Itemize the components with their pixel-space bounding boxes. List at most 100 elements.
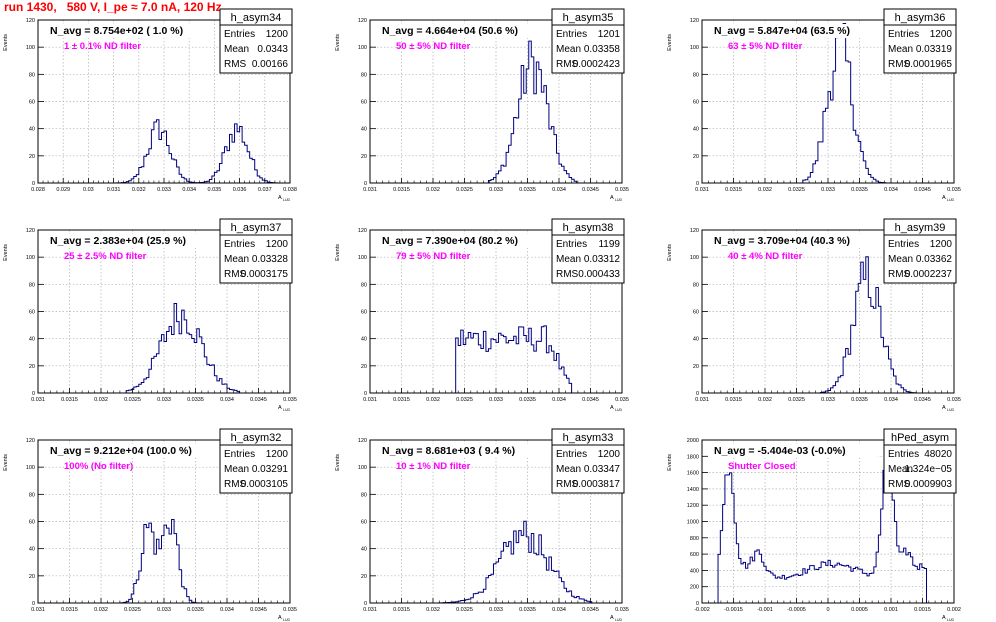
stat-label: Entries (224, 29, 255, 40)
y-tick-label: 0 (696, 601, 699, 607)
x-tick-label: 0.0345 (914, 187, 931, 193)
x-tick-label: 0.031 (31, 607, 45, 613)
stat-value: 0.03328 (252, 254, 289, 265)
x-tick-label: 0.0335 (851, 397, 868, 403)
y-tick-label: 60 (361, 520, 367, 526)
panel-hPed_asym: -0.002 -0.0015 -0.001 -0.0005 0 0.0005 0.001 0.… (667, 428, 961, 622)
x-tick-label: 0.034 (552, 187, 566, 193)
histogram-name: hPed_asym (891, 432, 949, 444)
y-tick-label: 400 (690, 568, 699, 574)
y-axis-title: Events (667, 34, 673, 51)
y-tick-label: 60 (29, 310, 35, 316)
stat-value: 1200 (266, 239, 289, 250)
navg-bg (44, 234, 214, 248)
y-tick-label: 40 (361, 127, 367, 133)
x-tick-label: 0.035 (615, 187, 629, 193)
y-tick-label: 200 (690, 585, 699, 591)
x-tick-label: 0.034 (552, 397, 566, 403)
y-axis-title: Events (3, 34, 9, 51)
x-tick-label: 0.034 (884, 397, 898, 403)
y-tick-label: 100 (690, 45, 699, 51)
y-tick-label: 20 (29, 364, 35, 370)
x-tick-label: 0.032 (94, 397, 108, 403)
histogram-name: h_asym35 (563, 12, 614, 24)
x-tick-label: -0.001 (757, 607, 773, 613)
x-tick-label: 0.035 (208, 187, 222, 193)
x-tick-label: 0.0005 (851, 607, 868, 613)
y-axis-title: Events (3, 244, 9, 261)
x-tick-label: 0.0315 (61, 607, 78, 613)
x-tick-label: 0.03 (83, 187, 94, 193)
y-tick-label: 80 (361, 492, 367, 498)
x-tick-label: 0.034 (182, 187, 196, 193)
x-tick-label: 0.0015 (914, 607, 931, 613)
stat-label: Mean (888, 44, 913, 55)
stat-label: Entries (556, 29, 587, 40)
filter-annotation: 100% (No filter) (64, 461, 133, 472)
x-tick-label: 0.0335 (519, 607, 536, 613)
y-tick-label: 0 (696, 391, 699, 397)
x-tick-label: 0 (826, 607, 829, 613)
x-axis-subscript: LUD (947, 408, 954, 412)
y-tick-label: 60 (361, 310, 367, 316)
stat-label: Entries (224, 239, 255, 250)
x-tick-label: 0.033 (489, 607, 503, 613)
navg-bg (708, 234, 878, 248)
x-axis-subscript: LUD (283, 408, 290, 412)
stat-value: 0.03347 (584, 464, 621, 475)
navg-text: N_avg = -5.404e-03 (-0.0%) (714, 445, 846, 457)
filter-annotation: 40 ± 4% ND filter (728, 251, 803, 262)
x-tick-label: 0.0325 (788, 187, 805, 193)
navg-text: N_avg = 7.390e+04 (80.2 %) (382, 235, 518, 247)
y-tick-label: 80 (361, 282, 367, 288)
x-axis-subscript: LUD (615, 408, 622, 412)
stat-value: 0.03362 (916, 254, 953, 265)
x-tick-label: 0.032 (758, 397, 772, 403)
y-axis-title: Events (3, 454, 9, 471)
x-tick-label: 0.034 (220, 607, 234, 613)
y-tick-label: 60 (29, 100, 35, 106)
y-tick-label: 40 (29, 127, 35, 133)
stat-label: Entries (556, 239, 587, 250)
y-tick-label: 60 (361, 100, 367, 106)
histogram-name: h_asym34 (231, 12, 282, 24)
x-tick-label: 0.0315 (725, 397, 742, 403)
x-tick-label: 0.029 (56, 187, 70, 193)
stat-label: Mean (888, 464, 913, 475)
y-tick-label: 40 (361, 337, 367, 343)
x-tick-label: 0.0345 (250, 397, 267, 403)
stats-box (551, 428, 625, 494)
y-tick-label: 1800 (687, 454, 699, 460)
navg-bg (376, 444, 546, 458)
y-tick-label: 80 (29, 492, 35, 498)
x-tick-label: 0.038 (283, 187, 297, 193)
y-tick-label: 120 (690, 228, 699, 234)
x-tick-label: 0.0325 (124, 607, 141, 613)
panel-h_asym36: 0.031 0.0315 0.032 0.0325 0.033 0.0335 0.034 0.… (667, 8, 961, 202)
x-tick-label: 0.0345 (582, 397, 599, 403)
x-tick-label: 0.034 (220, 397, 234, 403)
x-tick-label: 0.0345 (914, 397, 931, 403)
y-tick-label: 0 (32, 391, 35, 397)
y-tick-label: 40 (361, 547, 367, 553)
x-tick-label: 0.033 (157, 397, 171, 403)
y-tick-label: 20 (29, 154, 35, 160)
x-tick-label: 0.0335 (187, 397, 204, 403)
x-tick-label: 0.031 (107, 187, 121, 193)
y-tick-label: 100 (26, 45, 35, 51)
panel-h_asym33: 0.031 0.0315 0.032 0.0325 0.033 0.0335 0.034 0.… (335, 428, 629, 622)
stat-value: 1200 (598, 449, 621, 460)
x-axis-subscript: LUD (615, 618, 622, 622)
stats-box (551, 218, 625, 284)
stat-label: Mean (224, 464, 249, 475)
y-tick-label: 120 (358, 228, 367, 234)
y-tick-label: 120 (358, 18, 367, 24)
x-tick-label: 0.0315 (393, 187, 410, 193)
navg-bg (708, 444, 878, 458)
stat-label: Mean (224, 254, 249, 265)
x-tick-label: -0.0015 (724, 607, 743, 613)
y-tick-label: 60 (693, 310, 699, 316)
navg-text: N_avg = 9.212e+04 (100.0 %) (50, 445, 192, 457)
x-tick-label: 0.031 (31, 397, 45, 403)
y-tick-label: 20 (29, 574, 35, 580)
